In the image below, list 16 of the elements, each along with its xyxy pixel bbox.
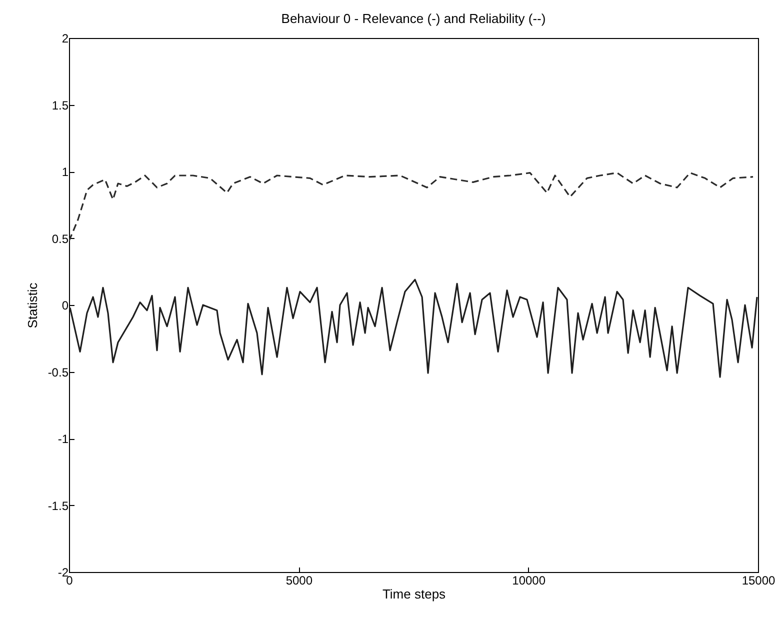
line-series bbox=[69, 172, 754, 242]
x-tick-label: 15000 bbox=[742, 574, 776, 588]
x-axis-title: Time steps bbox=[382, 586, 446, 602]
y-tick-label: 1 bbox=[62, 165, 69, 179]
y-tick-label: 0 bbox=[62, 298, 69, 312]
chart-title: Behaviour 0 - Relevance (-) and Reliability (--) bbox=[281, 11, 546, 26]
y-tick-label: -0.5 bbox=[48, 365, 69, 380]
line-series bbox=[69, 278, 758, 378]
y-tick-label: 1.5 bbox=[52, 98, 69, 112]
x-tick-label: 5000 bbox=[286, 574, 313, 588]
y-tick-label: 0.5 bbox=[52, 232, 69, 246]
y-tick-label: -1.5 bbox=[48, 498, 69, 513]
x-tick-label: 10000 bbox=[512, 574, 546, 588]
y-tick-label: -1 bbox=[58, 432, 69, 446]
y-tick-label: 2 bbox=[62, 32, 69, 46]
y-axis-title: Statistic bbox=[24, 282, 40, 328]
